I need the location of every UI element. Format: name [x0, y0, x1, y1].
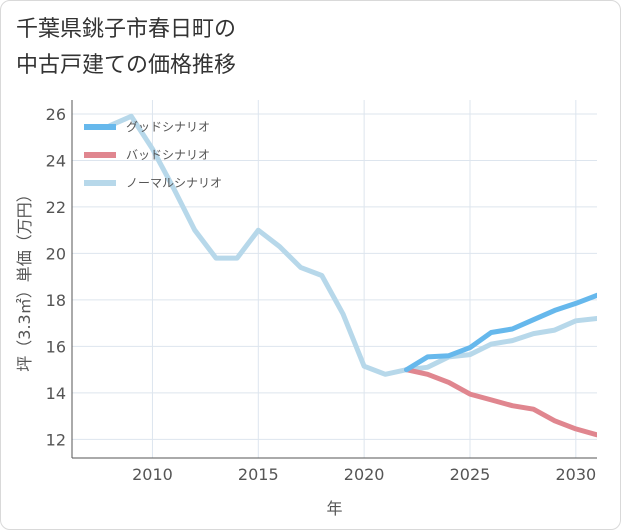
legend-label: バッドシナリオ — [126, 148, 210, 162]
x-tick-label: 2010 — [132, 465, 173, 484]
x-tick-label: 2025 — [450, 465, 491, 484]
chart-title-line1: 千葉県銚子市春日町の — [16, 17, 237, 42]
series-line — [107, 113, 597, 377]
x-tick-label: 2015 — [238, 465, 279, 484]
series-line — [404, 367, 597, 438]
y-tick-label: 24 — [46, 151, 66, 170]
y-tick-label: 18 — [46, 291, 66, 310]
y-tick-label: 14 — [46, 384, 66, 403]
y-tick-label: 16 — [46, 337, 66, 356]
legend-label: グッドシナリオ — [126, 120, 210, 134]
y-tick-label: 26 — [46, 105, 66, 124]
chart-title-line2: 中古戸建ての価格推移 — [16, 53, 237, 78]
y-tick-label: 20 — [46, 244, 66, 263]
chart-title: 千葉県銚子市春日町の 中古戸建ての価格推移 — [16, 12, 236, 84]
x-tick-label: 2030 — [555, 465, 596, 484]
x-axis-label: 年 — [326, 499, 342, 518]
y-tick-label: 12 — [46, 430, 66, 449]
y-tick-label: 22 — [46, 198, 66, 217]
series-line — [404, 292, 597, 373]
y-axis-label: 坪（3.3㎡）単価（万円） — [15, 186, 34, 371]
x-tick-label: 2020 — [344, 465, 385, 484]
legend-label: ノーマルシナリオ — [126, 176, 222, 190]
